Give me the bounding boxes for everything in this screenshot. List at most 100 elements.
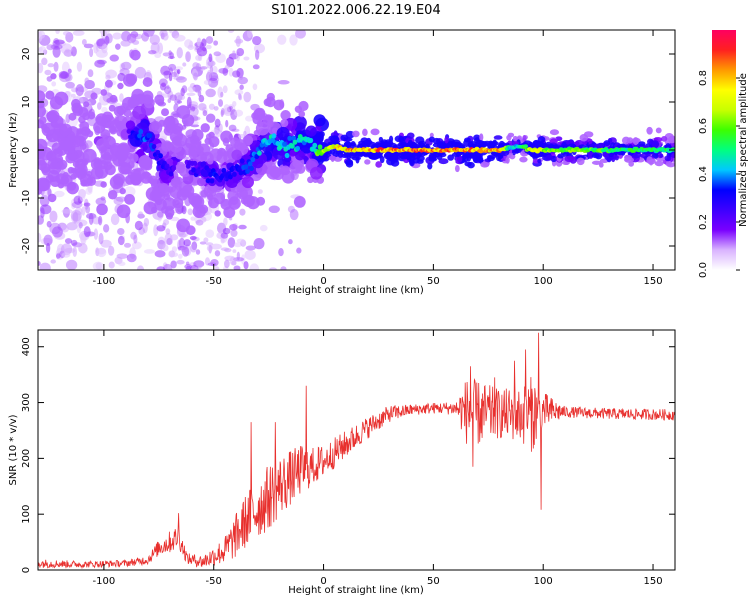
spectrogram-cell (165, 212, 173, 220)
spectrogram-cell (100, 239, 112, 248)
spectrogram-cell (125, 73, 138, 85)
spectrogram-cell (203, 237, 209, 243)
colorbar-label: Normalized spectral amplitude (738, 73, 749, 227)
spectrogram-cell (236, 251, 240, 261)
spectrogram-ridge-cell (287, 135, 293, 141)
spectrogram-cell (103, 224, 110, 233)
spectrogram-cell (193, 72, 198, 81)
spectrogram-cell (163, 219, 170, 226)
spectrogram-cell (207, 262, 217, 266)
y-tick-label: 10 (21, 96, 32, 109)
spectrogram-cell (305, 125, 317, 137)
spectrogram-cell (129, 153, 139, 163)
spectrogram-cell (176, 218, 191, 233)
spectrogram-cell (70, 239, 78, 246)
spectrogram-cell (366, 141, 377, 148)
spectrogram-cell (562, 160, 570, 165)
spectrogram-cell (564, 155, 575, 163)
spectrogram-cell (46, 111, 58, 123)
spectrogram-cell (591, 160, 602, 165)
spectrogram-cell (130, 173, 143, 185)
spectrogram-cell (266, 92, 275, 102)
spectrogram-cell (139, 159, 152, 171)
spectrogram-cell (142, 90, 154, 102)
spectrogram-ridge-cell (164, 163, 170, 169)
spectrogram-cell (38, 232, 42, 243)
spectrogram-cell (276, 126, 290, 140)
colorbar-tick-label: 0.4 (698, 166, 709, 182)
snr-marks (38, 332, 675, 570)
spectrogram-cell (85, 205, 91, 214)
spectrogram-cell (80, 179, 88, 187)
spectrogram-cell (69, 153, 78, 161)
spectrogram-cell (61, 61, 70, 73)
spectrogram-cell (45, 90, 55, 100)
spectrogram-cell (244, 249, 256, 261)
spectrogram-ridge-cell (205, 178, 211, 184)
spectrogram-cell (98, 215, 103, 226)
spectrogram-cell (83, 43, 94, 49)
spectrogram-cell (273, 99, 285, 111)
spectrogram-cell (234, 109, 244, 117)
spectrogram-cell (117, 235, 125, 246)
spectrogram-cell (107, 190, 118, 200)
spectrogram-cell (76, 61, 83, 72)
spectrogram-cell (223, 217, 228, 226)
spectrogram-cell (95, 197, 107, 206)
x-tick-label: -100 (93, 576, 116, 587)
spectrogram-cell (280, 165, 291, 176)
spectrogram-cell (659, 153, 664, 158)
spectrogram-cell (626, 137, 634, 144)
spectrogram-cell (194, 85, 202, 94)
spectrogram-cell (480, 161, 490, 168)
spectrogram-cell (200, 66, 208, 70)
spectrogram-cell (294, 122, 306, 134)
spectrogram-cell (67, 68, 72, 74)
spectrogram-cell (169, 252, 179, 258)
spectrogram-ridge-cell (168, 171, 174, 177)
spectrogram-cell (101, 106, 108, 114)
spectrogram-cell (99, 94, 110, 106)
spectrogram-cell (214, 118, 221, 128)
spectrogram-cell (117, 228, 125, 235)
spectrogram-cell (78, 115, 86, 124)
spectrogram-cell (374, 141, 385, 147)
spectrogram-cell (603, 140, 611, 147)
spectrogram-cell (239, 84, 244, 90)
spectrogram-cell (90, 158, 103, 170)
spectrogram-cell (64, 238, 73, 244)
spectrogram-cell (238, 133, 246, 139)
spectrogram-cell (53, 61, 59, 72)
spectrogram-cell (210, 243, 222, 250)
spectrogram-cell (162, 263, 173, 270)
spectrogram-cell (167, 98, 172, 104)
spectrogram-cell (214, 250, 221, 257)
spectrogram-cell (149, 189, 162, 202)
spectrogram-cell (175, 164, 186, 174)
spectrogram-cell (79, 189, 86, 202)
spectrogram-cell (205, 113, 216, 123)
spectrogram-cell (243, 261, 249, 270)
spectrogram-cell (38, 62, 44, 74)
spectrogram-cell (184, 264, 193, 270)
spectrogram-cell (293, 195, 306, 208)
snr-series-line (38, 332, 675, 570)
spectrogram-cell (183, 239, 191, 247)
spectrogram-cell (638, 141, 646, 147)
spectrogram-cell (220, 247, 230, 251)
colorbar-ticks: 0.0 0.2 0.4 0.6 0.8 (698, 70, 740, 278)
spectrogram-cell (187, 85, 196, 93)
spectrogram-cell (70, 209, 82, 222)
spectrogram-cell (307, 176, 314, 184)
spectrogram-cell (198, 103, 207, 111)
spectrogram-cell (53, 190, 65, 198)
spectrogram-cell (346, 154, 351, 160)
spectrogram-cell (364, 159, 371, 165)
spectrogram-cell (289, 160, 303, 174)
spectrogram-cell (190, 124, 200, 128)
spectrogram-cell (230, 229, 238, 238)
spectrogram-cell (39, 262, 51, 270)
spectrogram-cell (207, 60, 216, 67)
spectrogram-cell (112, 173, 126, 186)
spectrogram-cell (243, 91, 252, 103)
